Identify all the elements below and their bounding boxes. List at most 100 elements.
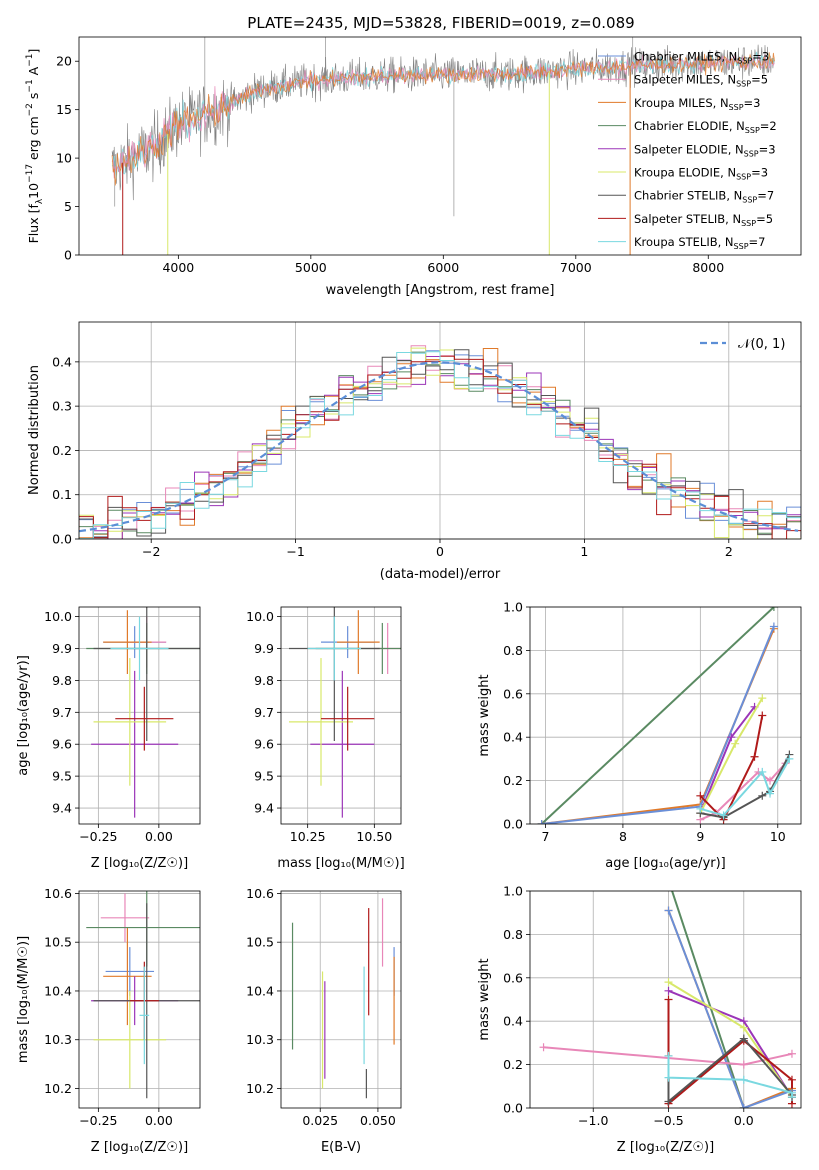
spectrum-xlabel: wavelength [Angstrom, rest frame] <box>326 283 555 298</box>
spectrum-ylabel: Flux [fλ10−17 erg cm−2 s−1 A−1] <box>25 49 45 244</box>
y-tick-label: 0.4 <box>52 354 72 369</box>
ylabel-part: −1 <box>25 54 35 67</box>
y-tick-label: 10.3 <box>44 1032 72 1047</box>
y-tick-label: 1.0 <box>503 600 523 615</box>
errorbars-mass-vs-z <box>86 891 200 1099</box>
weight-marker <box>719 811 728 820</box>
ylabel-age-vs-z: age [log₁₀(age/yr)] <box>16 655 31 776</box>
x-tick-label: −0.25 <box>79 829 117 844</box>
y-tick-label: 15 <box>56 102 72 117</box>
x-tick-label: 5000 <box>295 260 327 275</box>
y-tick-label: 0.4 <box>503 1014 523 1029</box>
x-tick-label: 9 <box>696 829 704 844</box>
legend-sub: SSP <box>736 173 751 182</box>
legend-text: Chabrier MILES, N <box>634 50 737 64</box>
y-tick-label: 0 <box>64 248 72 263</box>
y-tick-label: 9.5 <box>254 769 274 784</box>
legend-label: Salpeter ELODIE, NSSP=3 <box>634 142 776 158</box>
weight-marker <box>539 1043 548 1052</box>
x-tick-label: 0 <box>436 544 444 559</box>
x-tick-label: −0.5 <box>653 1113 683 1128</box>
model-spectrum-line <box>111 54 775 179</box>
legend-sub: SSP <box>729 103 744 112</box>
histogram-legend-label: 𝒩(0, 1) <box>738 337 785 352</box>
y-tick-label: 0.3 <box>52 399 72 414</box>
x-tick-label: 8000 <box>692 260 724 275</box>
legend-label: Chabrier ELODIE, NSSP=2 <box>634 119 777 135</box>
weight-marker <box>787 1093 796 1102</box>
legend-sub: SSP <box>736 80 751 89</box>
weight-line <box>671 891 745 1108</box>
weight-marker <box>664 978 673 987</box>
y-tick-label: 5 <box>64 199 72 214</box>
xlabel-mass-weight-vs-z: Z [log₁₀(Z/Z☉)] <box>617 1140 714 1155</box>
axes-frame <box>280 890 402 1109</box>
legend-nssp: =7 <box>757 189 774 203</box>
legend-sub: SSP <box>741 219 756 228</box>
y-tick-label: 9.7 <box>52 705 72 720</box>
axes-frame <box>529 890 802 1109</box>
legend-text: Chabrier STELIB, N <box>634 189 742 203</box>
figure-title: PLATE=2435, MJD=53828, FIBERID=0019, z=0… <box>247 14 634 32</box>
legend-label: Kroupa STELIB, NSSP=7 <box>634 235 765 251</box>
legend-label: Kroupa MILES, NSSP=3 <box>634 96 760 112</box>
legend-nssp: =5 <box>756 212 773 226</box>
weight-lines-mass-weight-vs-z <box>539 891 796 1108</box>
weight-marker <box>537 820 546 824</box>
xlabel-mass-vs-z: Z [log₁₀(Z/Z☉)] <box>91 1140 188 1155</box>
y-tick-label: 0.1 <box>52 487 72 502</box>
weight-line <box>540 607 775 824</box>
y-tick-label: 9.6 <box>52 737 72 752</box>
xlabel-mass-weight-vs-age: age [log₁₀(age/yr)] <box>605 856 726 871</box>
legend-sub: SSP <box>745 126 760 135</box>
legend-nssp: =7 <box>749 235 766 249</box>
legend-label: Chabrier STELIB, NSSP=7 <box>634 189 774 205</box>
axes-frame <box>529 606 802 825</box>
y-tick-label: 1.0 <box>503 884 523 899</box>
y-tick-label: 0.6 <box>503 686 523 701</box>
y-tick-label: 9.9 <box>254 641 274 656</box>
weight-marker <box>758 767 767 776</box>
weight-line <box>667 910 793 1108</box>
xlabel-age-vs-z: Z [log₁₀(Z/Z☉)] <box>91 856 188 871</box>
legend-label: Salpeter MILES, NSSP=5 <box>634 73 768 89</box>
legend-label: Chabrier MILES, NSSP=3 <box>634 50 769 66</box>
y-tick-label: 10.0 <box>44 609 72 624</box>
weight-marker <box>739 1034 748 1043</box>
y-tick-label: 0.0 <box>52 532 72 547</box>
legend-nssp: =3 <box>751 166 768 180</box>
x-tick-label: 0.00 <box>145 829 173 844</box>
ylabel-part: Flux [f <box>26 204 41 244</box>
y-tick-label: 0.2 <box>503 1057 523 1072</box>
legend-text: Salpeter STELIB, N <box>634 212 741 226</box>
legend-text: Kroupa MILES, N <box>634 96 729 110</box>
x-tick-label: 2 <box>725 544 733 559</box>
x-tick-label: 1 <box>580 544 588 559</box>
weight-marker <box>787 1075 796 1084</box>
y-tick-label: 9.6 <box>254 737 274 752</box>
xlabel-age-vs-mass: mass [log₁₀(M/M☉)] <box>277 856 404 871</box>
weight-marker <box>739 1104 748 1108</box>
weight-marker <box>731 739 740 748</box>
ylabel-part: ] <box>26 49 41 54</box>
weight-marker <box>664 906 673 915</box>
y-tick-label: 9.8 <box>254 673 274 688</box>
errorbars-mass-vs-ebv <box>291 898 395 1099</box>
weight-marker <box>739 1023 748 1032</box>
weight-marker <box>758 711 767 720</box>
legend-nssp: =3 <box>752 50 769 64</box>
x-tick-label: 7000 <box>560 260 592 275</box>
weight-line <box>699 715 764 822</box>
ylabel-part: A <box>26 66 41 79</box>
y-tick-label: 10 <box>56 151 72 166</box>
y-tick-label: 0.2 <box>52 443 72 458</box>
weight-marker <box>766 789 775 798</box>
y-tick-label: 9.5 <box>52 769 72 784</box>
weight-marker <box>769 607 778 611</box>
x-tick-label: −2 <box>142 544 160 559</box>
axes-age-vs-z: −0.25 0.00 9.4 9.5 9.6 9.7 9.8 9.9 10.0 <box>44 607 200 844</box>
legend-text: Kroupa STELIB, N <box>634 235 734 249</box>
ylabel-mass-weight-vs-age: mass weight <box>477 674 492 756</box>
